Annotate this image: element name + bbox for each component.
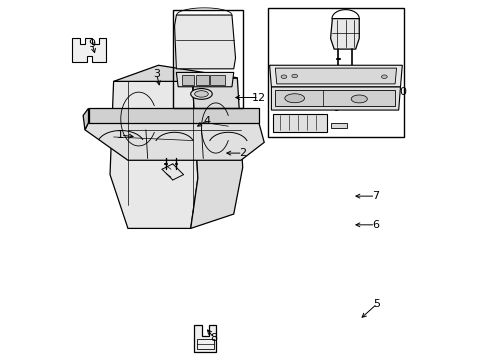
- Polygon shape: [274, 90, 394, 107]
- Bar: [197, 338, 213, 349]
- Text: 6: 6: [371, 220, 378, 230]
- Ellipse shape: [381, 75, 386, 78]
- Polygon shape: [110, 81, 198, 228]
- Polygon shape: [72, 39, 106, 62]
- Polygon shape: [330, 19, 359, 49]
- Polygon shape: [334, 107, 336, 110]
- Polygon shape: [182, 75, 194, 85]
- Polygon shape: [194, 325, 215, 352]
- Polygon shape: [83, 108, 88, 130]
- Polygon shape: [113, 65, 237, 81]
- Text: 2: 2: [239, 148, 246, 158]
- Polygon shape: [269, 65, 402, 87]
- Text: 3: 3: [153, 69, 160, 79]
- Ellipse shape: [190, 89, 212, 99]
- Text: 4: 4: [203, 116, 210, 126]
- Polygon shape: [88, 108, 258, 123]
- Ellipse shape: [281, 75, 286, 78]
- Ellipse shape: [350, 95, 366, 103]
- Polygon shape: [190, 78, 242, 228]
- Text: 11: 11: [196, 53, 210, 63]
- Ellipse shape: [291, 74, 297, 78]
- Text: 9: 9: [88, 39, 96, 49]
- Ellipse shape: [194, 91, 208, 97]
- Text: 1: 1: [117, 130, 124, 140]
- Text: 8: 8: [210, 333, 217, 343]
- Text: 7: 7: [371, 191, 378, 201]
- Polygon shape: [330, 123, 346, 128]
- Polygon shape: [275, 68, 396, 84]
- Text: 10: 10: [393, 87, 407, 97]
- Polygon shape: [176, 72, 233, 87]
- Polygon shape: [196, 75, 208, 85]
- Text: 13: 13: [303, 120, 317, 129]
- Polygon shape: [273, 114, 326, 132]
- Text: 5: 5: [373, 299, 380, 309]
- Polygon shape: [210, 75, 224, 85]
- Polygon shape: [333, 78, 336, 81]
- Polygon shape: [85, 123, 264, 160]
- Ellipse shape: [285, 94, 304, 103]
- Polygon shape: [174, 15, 235, 69]
- Polygon shape: [271, 87, 400, 110]
- Text: 12: 12: [251, 93, 265, 103]
